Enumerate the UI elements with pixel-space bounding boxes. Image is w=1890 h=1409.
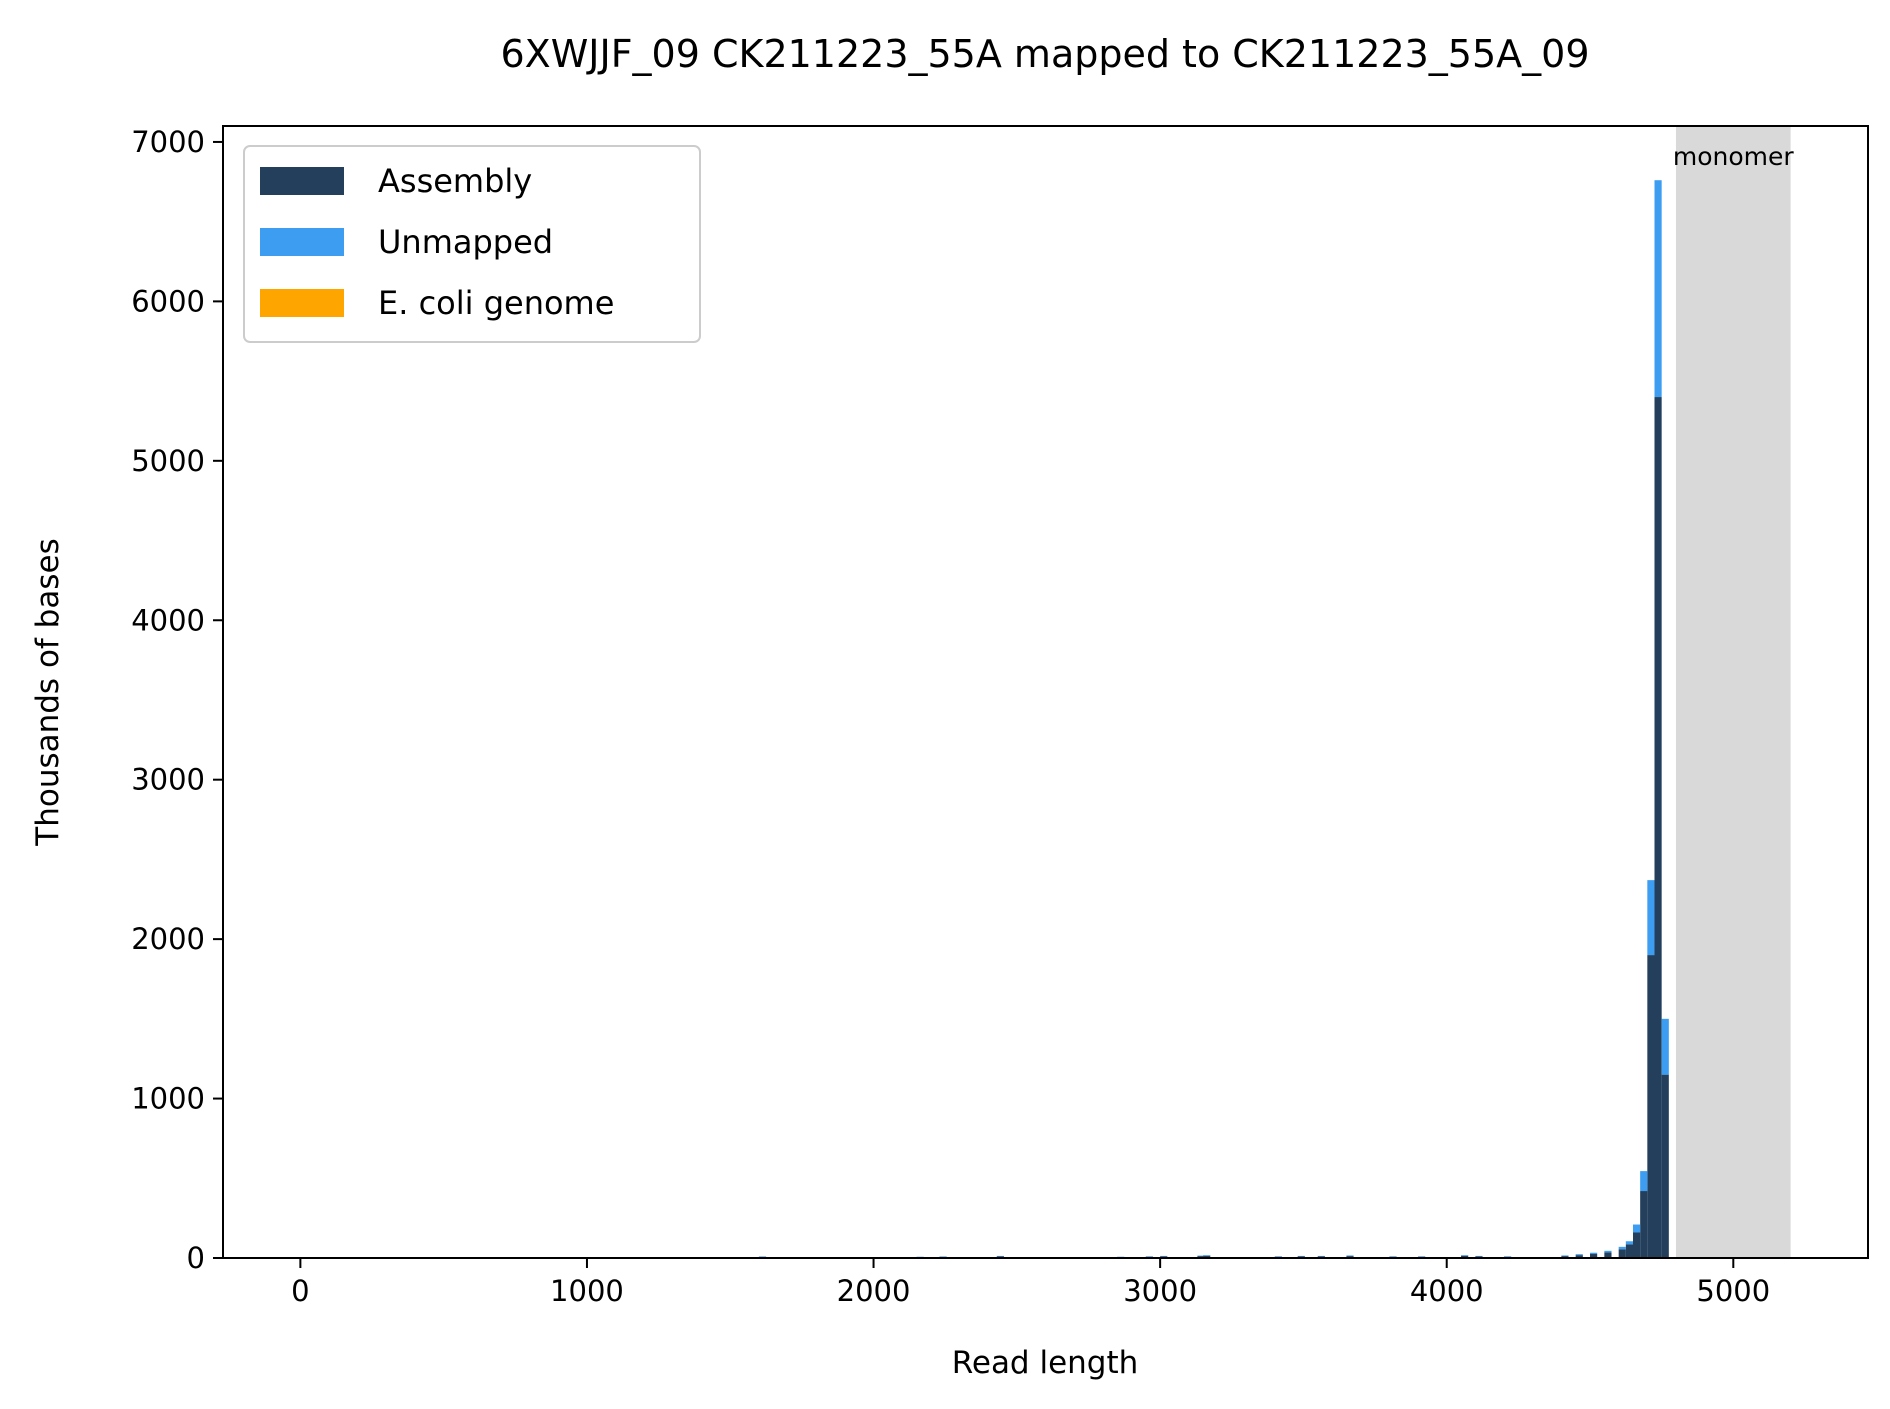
y-tick-label: 4000 bbox=[131, 603, 205, 637]
legend-label: Assembly bbox=[378, 162, 532, 200]
bar-unmapped-3650 bbox=[1346, 1255, 1354, 1257]
bar-unmapped-3900 bbox=[1418, 1256, 1426, 1257]
bar-unmapped-4725 bbox=[1654, 180, 1662, 398]
y-tick-label: 3000 bbox=[131, 763, 205, 797]
legend-swatch bbox=[260, 167, 344, 195]
plot-frame bbox=[222, 125, 1869, 1259]
chart-title: 6XWJJF_09 CK211223_55A mapped to CK21122… bbox=[501, 32, 1590, 76]
y-tick-label: 1000 bbox=[131, 1082, 205, 1116]
legend-label: Unmapped bbox=[378, 223, 553, 261]
x-tick-label: 5000 bbox=[1696, 1274, 1770, 1308]
bar-unmapped-4050 bbox=[1461, 1255, 1469, 1256]
bar-unmapped-1600 bbox=[758, 1256, 767, 1257]
bar-assembly-4650 bbox=[1633, 1232, 1641, 1258]
bar-unmapped-4750 bbox=[1661, 1018, 1669, 1075]
x-tick-label: 2000 bbox=[837, 1274, 911, 1308]
bar-unmapped-2430 bbox=[996, 1255, 1004, 1257]
bar-unmapped-4700 bbox=[1647, 880, 1655, 956]
bar-unmapped-2950 bbox=[1145, 1256, 1153, 1257]
bar-unmapped-3000 bbox=[1160, 1255, 1168, 1257]
legend: Assembly Unmapped E. coli genome bbox=[243, 145, 701, 343]
legend-swatch bbox=[260, 289, 344, 317]
y-axis-label: Thousands of bases bbox=[30, 538, 66, 846]
bar-assembly-4450 bbox=[1575, 1255, 1583, 1258]
bar-assembly-4675 bbox=[1640, 1191, 1648, 1258]
legend-swatch bbox=[260, 228, 344, 256]
bar-unmapped-3480 bbox=[1297, 1255, 1305, 1257]
bar-unmapped-2850 bbox=[1117, 1256, 1125, 1258]
y-tick-label: 0 bbox=[187, 1241, 205, 1275]
legend-frame bbox=[243, 145, 701, 343]
bar-unmapped-3150 bbox=[1203, 1255, 1211, 1256]
bar-unmapped-4550 bbox=[1604, 1250, 1612, 1253]
bar-assembly-4700 bbox=[1647, 955, 1655, 1258]
bar-unmapped-4600 bbox=[1618, 1246, 1626, 1250]
bar-assembly-4725 bbox=[1654, 397, 1662, 1259]
bar-unmapped-4650 bbox=[1633, 1224, 1641, 1233]
bar-assembly-4050 bbox=[1461, 1255, 1469, 1258]
bar-unmapped-3800 bbox=[1389, 1256, 1397, 1257]
bar-unmapped-4100 bbox=[1475, 1255, 1483, 1257]
bar-unmapped-3550 bbox=[1317, 1255, 1325, 1257]
bar-unmapped-4450 bbox=[1575, 1254, 1583, 1256]
y-tick-label: 2000 bbox=[131, 922, 205, 956]
bar-assembly-4500 bbox=[1590, 1254, 1598, 1258]
x-tick-label: 4000 bbox=[1410, 1274, 1484, 1308]
y-tick-label: 6000 bbox=[131, 284, 205, 318]
bar-unmapped-4500 bbox=[1590, 1252, 1598, 1255]
bar-assembly-4625 bbox=[1625, 1244, 1633, 1258]
legend-label: E. coli genome bbox=[378, 284, 614, 322]
bar-unmapped-2230 bbox=[939, 1256, 947, 1257]
y-tick-label: 5000 bbox=[131, 444, 205, 478]
bar-unmapped-4400 bbox=[1561, 1255, 1569, 1257]
y-tick-label: 7000 bbox=[131, 125, 205, 159]
bar-assembly-4600 bbox=[1618, 1249, 1626, 1258]
x-tick-label: 0 bbox=[291, 1274, 309, 1308]
bar-assembly-4750 bbox=[1661, 1074, 1669, 1258]
bar-unmapped-2150 bbox=[916, 1256, 924, 1258]
x-axis-label: Read length bbox=[952, 1345, 1139, 1381]
y-axis: 0 1000 2000 3000 4000 5000 6000 7000 bbox=[131, 125, 223, 1275]
x-axis: 0 1000 2000 3000 4000 5000 bbox=[291, 1258, 1770, 1308]
x-tick-label: 3000 bbox=[1123, 1274, 1197, 1308]
bar-unmapped-4675 bbox=[1640, 1171, 1648, 1192]
highlight-region-layer: monomer bbox=[1673, 126, 1795, 1258]
bar-unmapped-4625 bbox=[1625, 1241, 1633, 1245]
monomer-region-label: monomer bbox=[1673, 142, 1795, 171]
bar-unmapped-3130 bbox=[1197, 1255, 1205, 1257]
monomer-region bbox=[1675, 126, 1791, 1258]
x-tick-label: 1000 bbox=[550, 1274, 624, 1308]
bar-unmapped-4200 bbox=[1504, 1256, 1512, 1257]
bar-assembly-4550 bbox=[1604, 1252, 1612, 1258]
bar-assembly-3150 bbox=[1203, 1255, 1211, 1258]
bar-unmapped-3400 bbox=[1274, 1256, 1282, 1257]
